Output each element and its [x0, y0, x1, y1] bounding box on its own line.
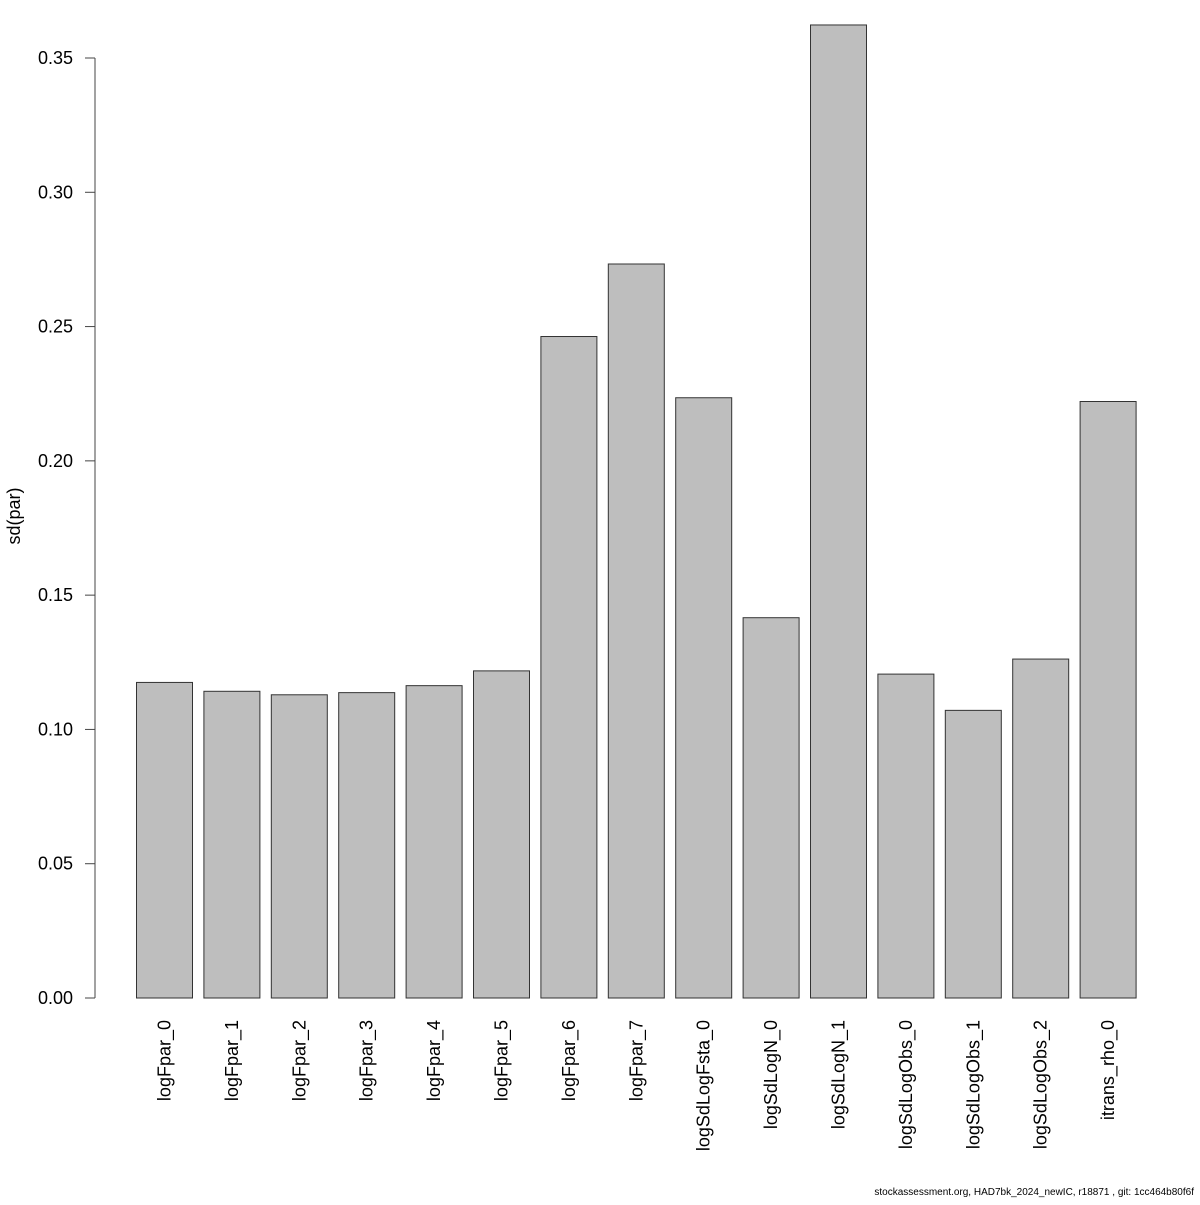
bar-logFpar_2	[270, 694, 328, 999]
bar-logSdLogN_1	[810, 24, 867, 999]
x-tick-label-logSdLogFsta_0: logSdLogFsta_0	[694, 1020, 715, 1151]
bar-logSdLogN_0	[742, 617, 800, 999]
bar-logFpar_6	[540, 336, 598, 999]
bar-logFpar_5	[473, 670, 530, 999]
bar-logFpar_3	[338, 692, 396, 999]
y-tick-label: 0.25	[38, 317, 73, 337]
x-tick-labels: logFpar_0 logFpar_1 logFpar_2 logFpar_3 logF…	[155, 1020, 1120, 1151]
x-tick-label-logFpar_5: logFpar_5	[492, 1020, 513, 1101]
x-tick-label-itrans_rho_0: itrans_rho_0	[1098, 1020, 1119, 1120]
x-tick-label-logFpar_1: logFpar_1	[222, 1020, 243, 1101]
y-axis-label: sd(par)	[4, 487, 24, 544]
x-tick-label-logSdLogObs_0: logSdLogObs_0	[896, 1020, 917, 1149]
x-tick-label-logFpar_0: logFpar_0	[155, 1020, 176, 1101]
bar-itrans_rho_0	[1079, 401, 1137, 999]
footer-credit: stockassessment.org, HAD7bk_2024_newIC, …	[874, 1187, 1194, 1198]
bar-logSdLogObs_2	[1012, 658, 1070, 999]
y-tick-label: 0.10	[38, 719, 73, 739]
y-tick-label: 0.15	[38, 585, 73, 605]
y-tick-label: 0.30	[38, 182, 73, 202]
y-axis: 0.00 0.05 0.10 0.15 0.20 0.25 0.30 0.35	[38, 48, 96, 1008]
y-tick-label: 0.35	[38, 48, 73, 68]
x-tick-label-logFpar_4: logFpar_4	[424, 1020, 445, 1101]
x-tick-label-logSdLogN_1: logSdLogN_1	[829, 1020, 850, 1129]
bar-logSdLogObs_1	[944, 709, 1002, 999]
y-tick-label: 0.05	[38, 854, 73, 874]
x-tick-label-logSdLogObs_2: logSdLogObs_2	[1031, 1020, 1052, 1149]
x-tick-label-logFpar_2: logFpar_2	[289, 1020, 310, 1101]
bar-logFpar_0	[136, 681, 193, 999]
y-tick-label: 0.20	[38, 451, 73, 471]
bar-logFpar_4	[405, 685, 463, 999]
bar-logSdLogObs_0	[877, 673, 935, 999]
bar-logSdLogFsta_0	[675, 397, 733, 999]
x-tick-label-logSdLogN_0: logSdLogN_0	[761, 1020, 782, 1129]
bar-logFpar_7	[607, 263, 665, 999]
bars-group	[136, 24, 1137, 999]
x-tick-label-logFpar_6: logFpar_6	[559, 1020, 580, 1101]
x-tick-label-logSdLogObs_1: logSdLogObs_1	[963, 1020, 984, 1149]
bar-logFpar_1	[203, 690, 261, 999]
x-tick-label-logFpar_3: logFpar_3	[357, 1020, 378, 1101]
y-tick-label: 0.00	[38, 988, 73, 1008]
x-tick-label-logFpar_7: logFpar_7	[626, 1020, 647, 1101]
